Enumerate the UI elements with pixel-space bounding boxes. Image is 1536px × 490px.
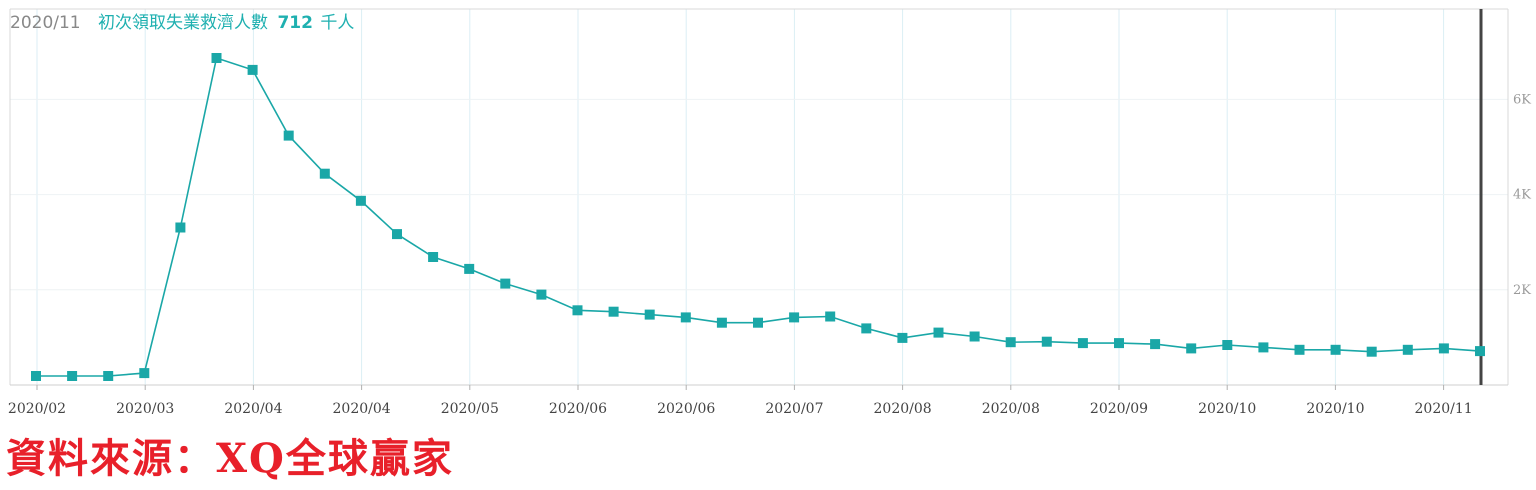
data-point[interactable] <box>969 331 980 342</box>
data-point[interactable] <box>1366 346 1377 357</box>
data-point[interactable] <box>1294 344 1305 355</box>
data-point[interactable] <box>1330 344 1341 355</box>
data-point[interactable] <box>933 327 944 338</box>
x-tick-label: 2020/04 <box>224 401 282 417</box>
data-point[interactable] <box>789 312 800 323</box>
header-value: 712 <box>277 13 313 33</box>
data-point[interactable] <box>1475 346 1485 357</box>
data-point[interactable] <box>355 195 366 206</box>
line-chart: 2020/02 2020/03 2020/04 2020/04 2020/05 2020/… <box>8 8 1531 417</box>
chart-header: 2020/11 初次領取失業救濟人數 712 千人 <box>10 8 354 33</box>
data-point[interactable] <box>319 168 330 179</box>
data-point[interactable] <box>1258 342 1269 353</box>
vertical-gridlines <box>36 9 1445 385</box>
data-point[interactable] <box>825 311 836 322</box>
data-point[interactable] <box>211 53 222 63</box>
x-tick-label: 2020/06 <box>657 401 715 417</box>
x-tick-label: 2020/05 <box>441 401 499 417</box>
data-point[interactable] <box>247 64 258 75</box>
data-point[interactable] <box>175 222 186 233</box>
data-point[interactable] <box>897 332 908 343</box>
data-point[interactable] <box>1402 344 1413 355</box>
data-point[interactable] <box>716 317 727 328</box>
x-tick-label: 2020/02 <box>8 401 66 417</box>
data-point[interactable] <box>1114 338 1124 349</box>
x-tick-label: 2020/04 <box>333 401 391 417</box>
data-point[interactable] <box>67 371 78 381</box>
data-point[interactable] <box>283 130 294 141</box>
data-point[interactable] <box>464 263 475 274</box>
data-point[interactable] <box>1041 336 1052 347</box>
y-tick-label: 6K <box>1513 92 1531 107</box>
data-point[interactable] <box>536 289 547 300</box>
x-tick-label: 2020/08 <box>982 401 1040 417</box>
y-tick-label: 4K <box>1513 188 1531 203</box>
data-point[interactable] <box>1150 339 1161 350</box>
x-tick-label: 2020/07 <box>765 401 823 417</box>
data-point[interactable] <box>500 278 511 289</box>
series-points <box>31 53 1485 381</box>
data-point[interactable] <box>1222 340 1233 350</box>
x-tick-label: 2020/10 <box>1198 401 1256 417</box>
data-point[interactable] <box>103 371 114 381</box>
x-tick-label: 2020/10 <box>1306 401 1364 417</box>
data-point[interactable] <box>644 309 655 320</box>
data-point[interactable] <box>753 317 763 328</box>
header-unit: 千人 <box>320 13 355 33</box>
data-point[interactable] <box>31 371 41 381</box>
header-date: 2020/11 <box>10 13 81 33</box>
x-tick-label: 2020/11 <box>1415 401 1473 417</box>
x-tick-label: 2020/09 <box>1090 401 1148 417</box>
data-point[interactable] <box>608 306 619 317</box>
x-tick-label: 2020/03 <box>116 401 174 417</box>
data-point[interactable] <box>680 312 691 323</box>
series-line <box>36 56 1481 377</box>
data-point[interactable] <box>1077 338 1088 349</box>
x-tick-label: 2020/08 <box>874 401 932 417</box>
data-point[interactable] <box>1438 343 1449 354</box>
x-tick-label: 2020/06 <box>549 401 607 417</box>
y-axis: 2K 4K 6K <box>1513 92 1531 297</box>
data-point[interactable] <box>1005 337 1016 348</box>
data-point[interactable] <box>572 305 583 316</box>
horizontal-gridlines <box>10 98 1508 291</box>
data-point[interactable] <box>392 229 402 240</box>
data-point[interactable] <box>861 323 872 334</box>
data-point[interactable] <box>428 252 439 262</box>
data-point[interactable] <box>139 368 150 379</box>
x-axis: 2020/02 2020/03 2020/04 2020/04 2020/05 2020/… <box>8 385 1473 417</box>
header-series-label: 初次領取失業救濟人數 <box>98 13 269 33</box>
y-tick-label: 2K <box>1513 283 1531 298</box>
source-note: 資料來源：XQ全球贏家 <box>6 435 454 482</box>
data-point[interactable] <box>1186 343 1197 354</box>
